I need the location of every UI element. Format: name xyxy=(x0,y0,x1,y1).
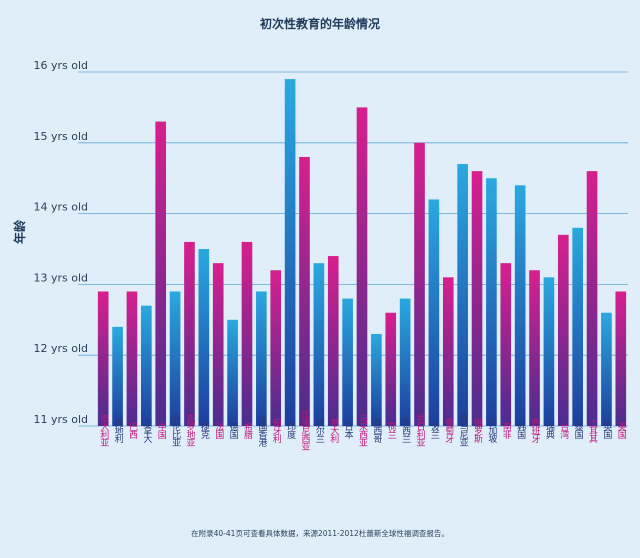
bar xyxy=(414,142,425,427)
bar xyxy=(141,305,152,426)
x-tick-label: 英国 xyxy=(601,421,612,440)
x-tick-label: 西班牙 xyxy=(530,418,541,444)
x-tick-label: 墨西哥 xyxy=(371,418,382,443)
x-tick-label: 奥地利 xyxy=(113,417,124,443)
x-tick-label: 波兰 xyxy=(429,421,440,439)
bar xyxy=(155,121,167,426)
x-tick-label: 中国 xyxy=(156,421,167,440)
x-tick-label: 印度 xyxy=(285,421,296,440)
bar xyxy=(342,298,353,426)
y-tick-label: 13 yrs old xyxy=(33,271,88,284)
bar xyxy=(572,227,583,426)
bar xyxy=(284,79,296,426)
bar xyxy=(97,291,109,426)
x-tick-label: 巴西 xyxy=(127,422,138,440)
bar xyxy=(428,199,440,426)
x-tick-layer: 澳大利亚 奥地利 巴西 加拿大 中国 哥伦比亚 克罗地亚 捷克 法国 德国 希腊 中国香港 匈牙利 印度印… xyxy=(98,409,626,451)
x-tick-label: 南非 xyxy=(501,421,512,440)
chart-title: 初次性教育的年龄情况 xyxy=(260,16,380,31)
y-tick-label: 15 yrs old xyxy=(33,130,88,143)
bar xyxy=(399,298,411,426)
x-tick-label: 克罗地亚 xyxy=(184,414,195,447)
x-tick-label: 瑞典 xyxy=(544,421,555,440)
bar xyxy=(198,249,210,426)
x-tick-label: 尼日利亚 xyxy=(415,414,426,447)
y-tick-label: 16 yrs old xyxy=(33,59,88,72)
bar-layer xyxy=(97,79,627,427)
x-tick-label: 希腊 xyxy=(242,421,253,440)
bar xyxy=(557,234,569,426)
bar xyxy=(500,263,512,426)
footnote: 在附录40-41页可查看具体数据，来源2011-2012杜蕾斯全球性福调查报告。 xyxy=(191,528,449,538)
bar xyxy=(169,291,181,426)
bar xyxy=(442,277,454,426)
x-tick-label: 泰国 xyxy=(573,421,584,440)
x-tick-label: 日本 xyxy=(343,422,354,440)
y-tick-label: 12 yrs old xyxy=(33,342,88,355)
y-axis-label: 年龄 xyxy=(12,219,27,244)
bar xyxy=(471,171,483,426)
x-tick-label: 加拿大 xyxy=(141,418,152,444)
bar xyxy=(529,270,540,426)
x-tick-label: 韩国 xyxy=(515,421,526,440)
bar xyxy=(112,326,123,426)
bar xyxy=(126,291,138,426)
bar xyxy=(299,156,310,426)
bar xyxy=(256,291,267,426)
bar xyxy=(356,107,368,427)
x-tick-label: 澳大利亚 xyxy=(98,413,109,447)
bar xyxy=(486,178,497,426)
x-tick-label: 葡萄牙 xyxy=(443,417,454,444)
bar xyxy=(586,171,598,426)
x-tick-label: 印度尼西亚 xyxy=(299,409,310,451)
x-tick-label: 中国香港 xyxy=(256,413,267,447)
bar xyxy=(241,241,253,426)
x-tick-label: 哥伦比亚 xyxy=(170,414,181,447)
x-tick-label: 匈牙利 xyxy=(271,417,282,443)
bar xyxy=(212,263,224,426)
x-tick-label: 罗马尼亚 xyxy=(458,414,469,447)
y-tick-label: 14 yrs old xyxy=(33,201,88,214)
bar xyxy=(313,263,325,426)
x-tick-label: 俄罗斯 xyxy=(472,417,483,444)
x-tick-label: 德国 xyxy=(228,421,239,440)
bar xyxy=(385,312,397,426)
y-tick-layer: 11 yrs old 12 yrs old 13 yrs old 14 yrs old… xyxy=(33,59,88,426)
bar xyxy=(514,185,526,426)
x-tick-label: 意大利 xyxy=(328,417,339,443)
bar xyxy=(270,270,282,426)
x-tick-label: 新西兰 xyxy=(400,417,411,443)
x-tick-label: 马来西亚 xyxy=(357,414,368,447)
x-tick-label: 新加坡 xyxy=(486,417,497,444)
x-tick-label: 荷兰 xyxy=(386,422,397,439)
bar xyxy=(184,241,195,426)
bar xyxy=(327,256,339,426)
bar xyxy=(371,333,382,426)
x-tick-label: 美国 xyxy=(616,421,627,440)
bar xyxy=(615,291,627,426)
bar xyxy=(457,164,468,427)
bar xyxy=(543,277,555,426)
bar xyxy=(601,312,612,426)
y-tick-label: 11 yrs old xyxy=(33,413,88,426)
x-tick-label: 法国 xyxy=(213,421,224,440)
bar xyxy=(227,319,238,426)
x-tick-label: 台湾 xyxy=(558,421,569,440)
x-tick-label: 土耳其 xyxy=(587,417,598,444)
x-tick-label: 捷克 xyxy=(199,421,210,440)
x-tick-label: 爱尔兰 xyxy=(314,418,325,443)
